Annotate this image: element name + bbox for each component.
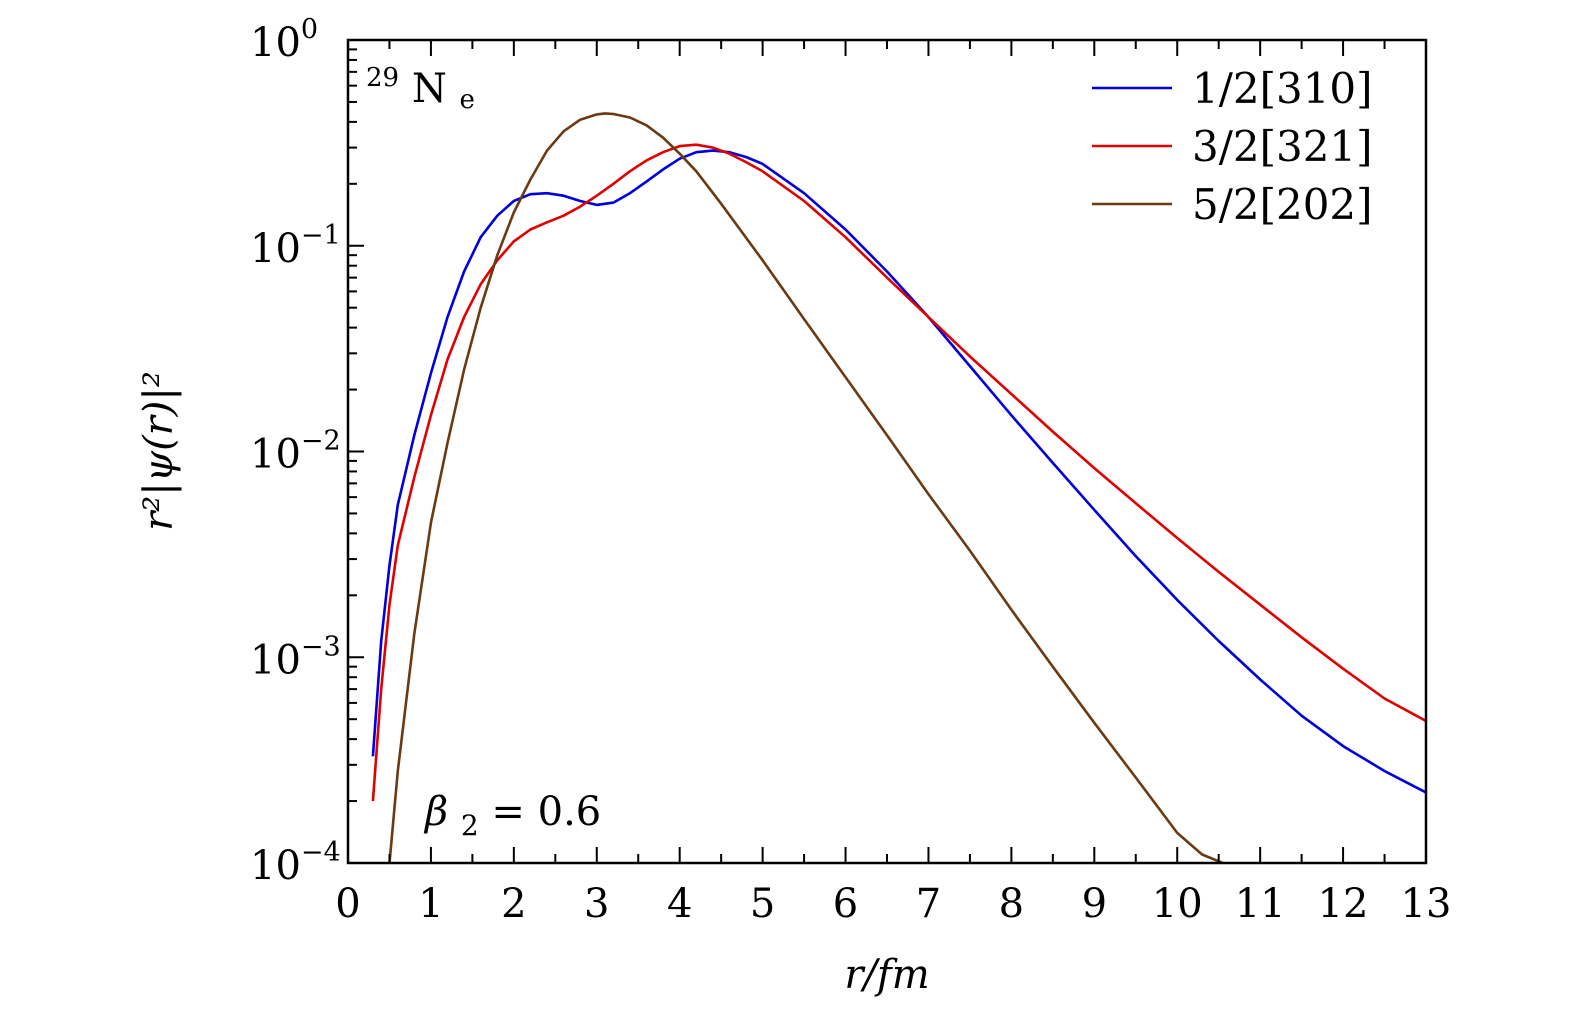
y-tick-exponent: −4 — [301, 837, 341, 868]
nucleus-subscript: e — [460, 85, 475, 115]
legend: 1/2[310] 3/2[321] 5/2[202] — [1092, 64, 1373, 229]
x-tick-label: 4 — [667, 881, 692, 927]
legend-label-3: 5/2[202] — [1192, 180, 1373, 229]
x-tick-label: 10 — [1152, 881, 1203, 927]
nucleus-mass-number: 29 — [366, 63, 399, 93]
y-tick-label: 100 — [250, 14, 318, 66]
x-tick-label: 13 — [1401, 881, 1452, 927]
deformation-value: = 0.6 — [491, 789, 601, 835]
y-tick-base: 10 — [250, 843, 301, 889]
series-line-1 — [371, 149, 1426, 794]
y-tick-exponent: 0 — [301, 14, 318, 45]
x-tick-label: 3 — [584, 881, 609, 927]
y-tick-label: 10−1 — [250, 220, 341, 272]
x-tick-label: 7 — [916, 881, 941, 927]
x-tick-label: 0 — [335, 881, 360, 927]
x-tick-labels: 0 1 2 3 4 5 6 7 8 9 10 11 12 13 — [335, 881, 1451, 927]
y-tick-label: 10−2 — [250, 426, 341, 478]
x-tick-label: 9 — [1082, 881, 1107, 927]
y-tick-base: 10 — [250, 20, 301, 66]
x-tick-label: 12 — [1318, 881, 1369, 927]
y-tick-exponent: −2 — [301, 426, 341, 457]
x-tick-label: 1 — [418, 881, 443, 927]
x-tick-label: 8 — [999, 881, 1024, 927]
nucleus-symbol: N — [412, 66, 447, 112]
series-layer — [371, 112, 1426, 863]
y-axis-label: r²|ψ(r)|² — [136, 371, 182, 531]
x-tick-label: 6 — [833, 881, 858, 927]
series-line-3 — [388, 112, 1224, 863]
plot-frame — [346, 38, 1428, 865]
deformation-annotation: β 2 = 0.6 — [423, 789, 601, 845]
x-tick-label: 2 — [501, 881, 526, 927]
y-tick-base: 10 — [250, 432, 301, 478]
deformation-symbol: β — [423, 789, 448, 835]
y-tick-base: 10 — [250, 637, 301, 683]
legend-label-1: 1/2[310] — [1192, 64, 1373, 113]
y-tick-label: 10−4 — [250, 837, 341, 889]
x-tick-label: 11 — [1235, 881, 1286, 927]
series-line-2 — [371, 143, 1426, 802]
deformation-subscript: 2 — [461, 809, 479, 842]
y-tick-exponent: −1 — [301, 220, 341, 251]
legend-label-2: 3/2[321] — [1192, 122, 1373, 171]
x-axis-label: r/fm — [844, 952, 929, 998]
y-tick-exponent: −3 — [301, 631, 341, 662]
y-tick-label: 10−3 — [250, 631, 341, 683]
nucleus-annotation: 29 N e — [366, 50, 475, 115]
ticks-layer — [347, 39, 1427, 864]
y-tick-base: 10 — [250, 226, 301, 272]
x-tick-label: 5 — [750, 881, 775, 927]
